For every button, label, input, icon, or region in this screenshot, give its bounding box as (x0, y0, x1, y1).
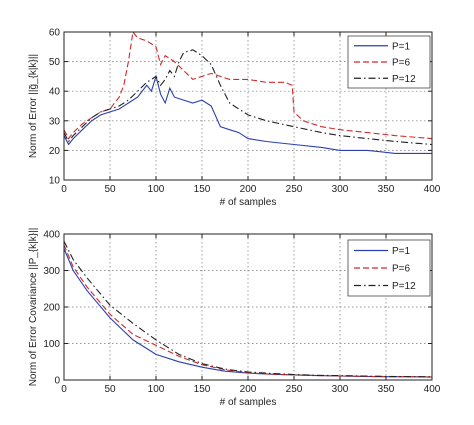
legend-label: P=6 (392, 58, 411, 69)
y-tick-label: 50 (49, 57, 61, 68)
y-tick-label: 60 (49, 28, 61, 39)
legend-label: P=6 (392, 264, 411, 275)
legend-box (347, 239, 431, 297)
x-tick-label: 300 (332, 384, 349, 395)
legend-label: P=1 (392, 246, 411, 257)
legend-label: P=12 (392, 281, 416, 292)
x-tick-label: 400 (424, 184, 441, 195)
x-tick-label: 200 (240, 184, 257, 195)
x-tick-label: 350 (378, 184, 395, 195)
chart-1: 0 50 100 150 200 250 300 350 400 10 20 30 40 50 60 # of… (28, 28, 441, 209)
y-tick-label: 40 (49, 87, 61, 98)
x-tick-label: 150 (194, 184, 211, 195)
legend: P=1 P=6 P=12 (347, 35, 431, 89)
x-tick-label: 50 (104, 184, 116, 195)
y-tick-label: 0 (54, 376, 60, 387)
x-tick-label: 0 (61, 184, 67, 195)
x-tick-label: 350 (378, 384, 395, 395)
series-line-p-12 (63, 241, 432, 378)
legend-label: P=1 (392, 41, 411, 52)
x-tick-label: 300 (332, 184, 349, 195)
legend: P=1 P=6 P=12 (347, 239, 431, 297)
y-tick-label: 400 (43, 230, 60, 241)
chart-2: 0 50 100 150 200 250 300 350 400 0 100 200 300 400 # o… (28, 228, 441, 408)
legend-label: P=12 (392, 74, 416, 85)
x-tick-label: 200 (240, 384, 257, 395)
y-tick-label: 30 (49, 116, 61, 127)
x-tick-label: 400 (424, 384, 441, 395)
y-tick-label: 10 (49, 176, 61, 187)
y-tick-label: 20 (49, 146, 61, 157)
x-tick-label: 250 (286, 384, 303, 395)
x-tick-label: 0 (61, 384, 67, 395)
y-axis-label: Norm of Error ||g̃_{k|k}|| (28, 54, 39, 158)
y-tick-label: 200 (43, 303, 60, 314)
y-tick-label: 100 (43, 339, 60, 350)
series-line-p-1 (63, 74, 432, 154)
series-line-p-12 (63, 49, 433, 146)
x-tick-label: 150 (194, 384, 211, 395)
y-tick-label: 300 (43, 266, 60, 277)
x-axis-label: # of samples (220, 197, 277, 208)
y-axis-label: Norm of Error Covariance ||P_{k|k}|| (28, 228, 39, 387)
x-tick-label: 100 (148, 184, 165, 195)
x-tick-label: 250 (286, 184, 303, 195)
x-tick-label: 100 (148, 384, 165, 395)
x-axis-label: # of samples (220, 397, 277, 408)
x-tick-label: 50 (104, 384, 116, 395)
legend-box (347, 35, 431, 89)
